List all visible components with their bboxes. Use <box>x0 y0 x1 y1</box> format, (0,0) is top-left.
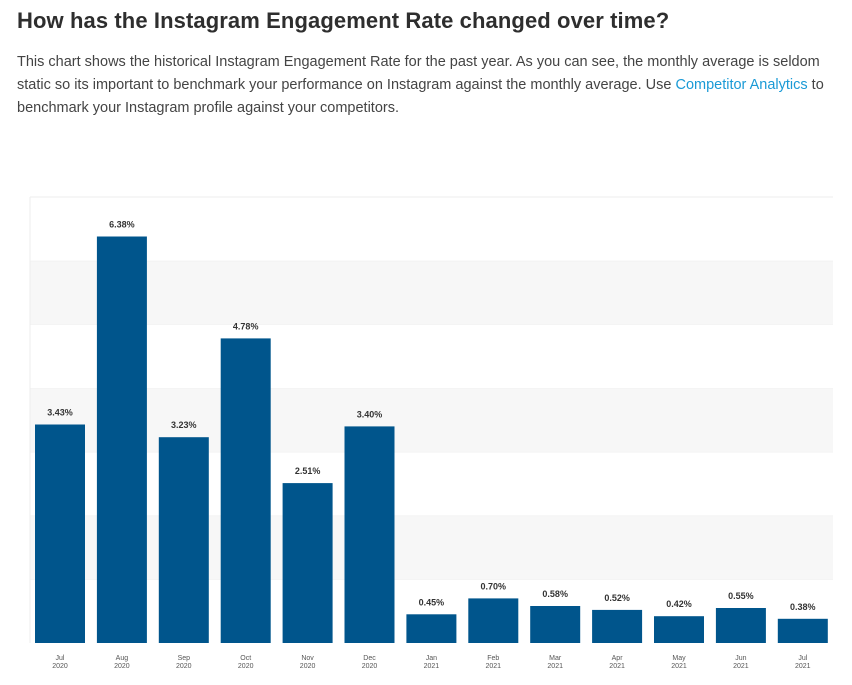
bar-value-label: 0.42% <box>666 599 692 609</box>
intro-text-before: This chart shows the historical Instagra… <box>17 54 820 93</box>
page-title: How has the Instagram Engagement Rate ch… <box>17 8 670 33</box>
x-tick-month: Jul <box>798 655 807 662</box>
bar-mar-2021[interactable] <box>530 606 581 643</box>
grid-band <box>30 197 833 261</box>
chart-value-labels: 3.43% 6.38% 3.23% 4.78% 2.51% 3.40% 0.45% 0.70%… <box>47 220 815 612</box>
bar-value-label: 3.40% <box>357 409 383 419</box>
grid-band <box>30 260 833 325</box>
bar-dec-2020[interactable] <box>344 426 395 643</box>
bar-may-2021[interactable] <box>654 616 704 643</box>
intro-text-after: to benchmark your Instagram profile agai… <box>17 77 824 116</box>
bar-value-label: 3.23% <box>171 420 197 430</box>
bar-jul-2021[interactable] <box>777 618 828 643</box>
x-tick-year: 2020 <box>300 663 316 670</box>
x-tick-month: Dec <box>363 655 376 662</box>
x-tick-month: Mar <box>549 655 562 662</box>
x-tick-year: 2021 <box>795 663 811 670</box>
x-tick-year: 2020 <box>114 663 130 670</box>
x-tick-year: 2021 <box>671 663 687 670</box>
chart-x-axis-ticks: Jul2020Aug2020Sep2020Oct2020Nov2020Dec20… <box>52 655 810 670</box>
grid-band <box>30 515 833 580</box>
bar-oct-2020[interactable] <box>220 338 271 643</box>
x-tick-year: 2021 <box>609 663 625 670</box>
bar-value-label: 0.52% <box>604 593 630 603</box>
competitor-analytics-link[interactable]: Competitor Analytics <box>675 77 808 93</box>
intro-paragraph: This chart shows the historical Instagra… <box>17 51 835 120</box>
grid-band <box>30 388 833 452</box>
bar-nov-2020[interactable] <box>282 483 333 643</box>
x-tick-month: Jul <box>56 655 65 662</box>
bar-sep-2020[interactable] <box>158 437 209 643</box>
x-tick-year: 2020 <box>362 663 378 670</box>
chart-bars <box>35 236 828 644</box>
bar-apr-2021[interactable] <box>592 609 643 643</box>
bar-value-label: 4.78% <box>233 321 259 331</box>
bar-value-label: 0.70% <box>481 581 507 591</box>
x-tick-month: Aug <box>116 655 129 662</box>
bar-value-label: 0.55% <box>728 591 754 601</box>
bar-jun-2021[interactable] <box>715 608 766 643</box>
x-tick-month: Feb <box>487 655 499 662</box>
bar-value-label: 0.45% <box>419 597 445 607</box>
bar-value-label: 0.58% <box>542 589 568 599</box>
x-tick-month: Nov <box>301 655 314 662</box>
x-tick-month: Jan <box>426 655 437 662</box>
bar-aug-2020[interactable] <box>96 236 147 644</box>
x-tick-year: 2021 <box>733 663 749 670</box>
bar-value-label: 0.38% <box>790 602 816 612</box>
bar-value-label: 2.51% <box>295 466 321 476</box>
x-tick-year: 2021 <box>486 663 502 670</box>
bar-jul-2020[interactable] <box>35 424 85 644</box>
grid-band <box>30 324 833 389</box>
x-tick-month: May <box>672 655 686 662</box>
engagement-rate-chart: 3.43% 6.38% 3.23% 4.78% 2.51% 3.40% 0.45% 0.70%… <box>29 196 833 670</box>
x-tick-year: 2020 <box>238 663 254 670</box>
bar-value-label: 6.38% <box>109 220 135 230</box>
bar-value-label: 3.43% <box>47 408 73 418</box>
chart-grid-bands <box>29 196 833 643</box>
x-tick-month: Jun <box>735 655 746 662</box>
grid-band <box>30 451 833 516</box>
x-tick-month: Sep <box>178 655 191 662</box>
x-tick-month: Apr <box>612 655 624 662</box>
bar-feb-2021[interactable] <box>468 598 519 643</box>
x-tick-year: 2021 <box>547 663 563 670</box>
x-tick-month: Oct <box>240 655 251 662</box>
x-tick-year: 2020 <box>52 663 68 670</box>
x-tick-year: 2021 <box>424 663 440 670</box>
bar-jan-2021[interactable] <box>406 614 457 643</box>
x-tick-year: 2020 <box>176 663 192 670</box>
